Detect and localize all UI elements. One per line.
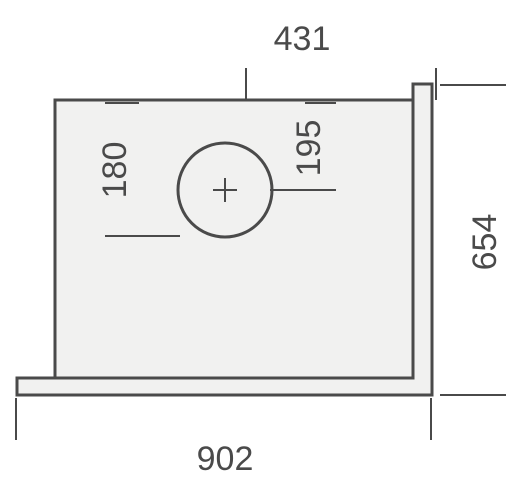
dim-right-inner: 195	[290, 120, 328, 177]
dim-left-inner: 180	[96, 142, 134, 199]
dim-bottom: 902	[197, 440, 254, 478]
dim-top: 431	[274, 20, 331, 58]
technical-drawing: 431 180 195 654 902	[0, 0, 526, 500]
dim-right-outer: 654	[466, 214, 504, 271]
